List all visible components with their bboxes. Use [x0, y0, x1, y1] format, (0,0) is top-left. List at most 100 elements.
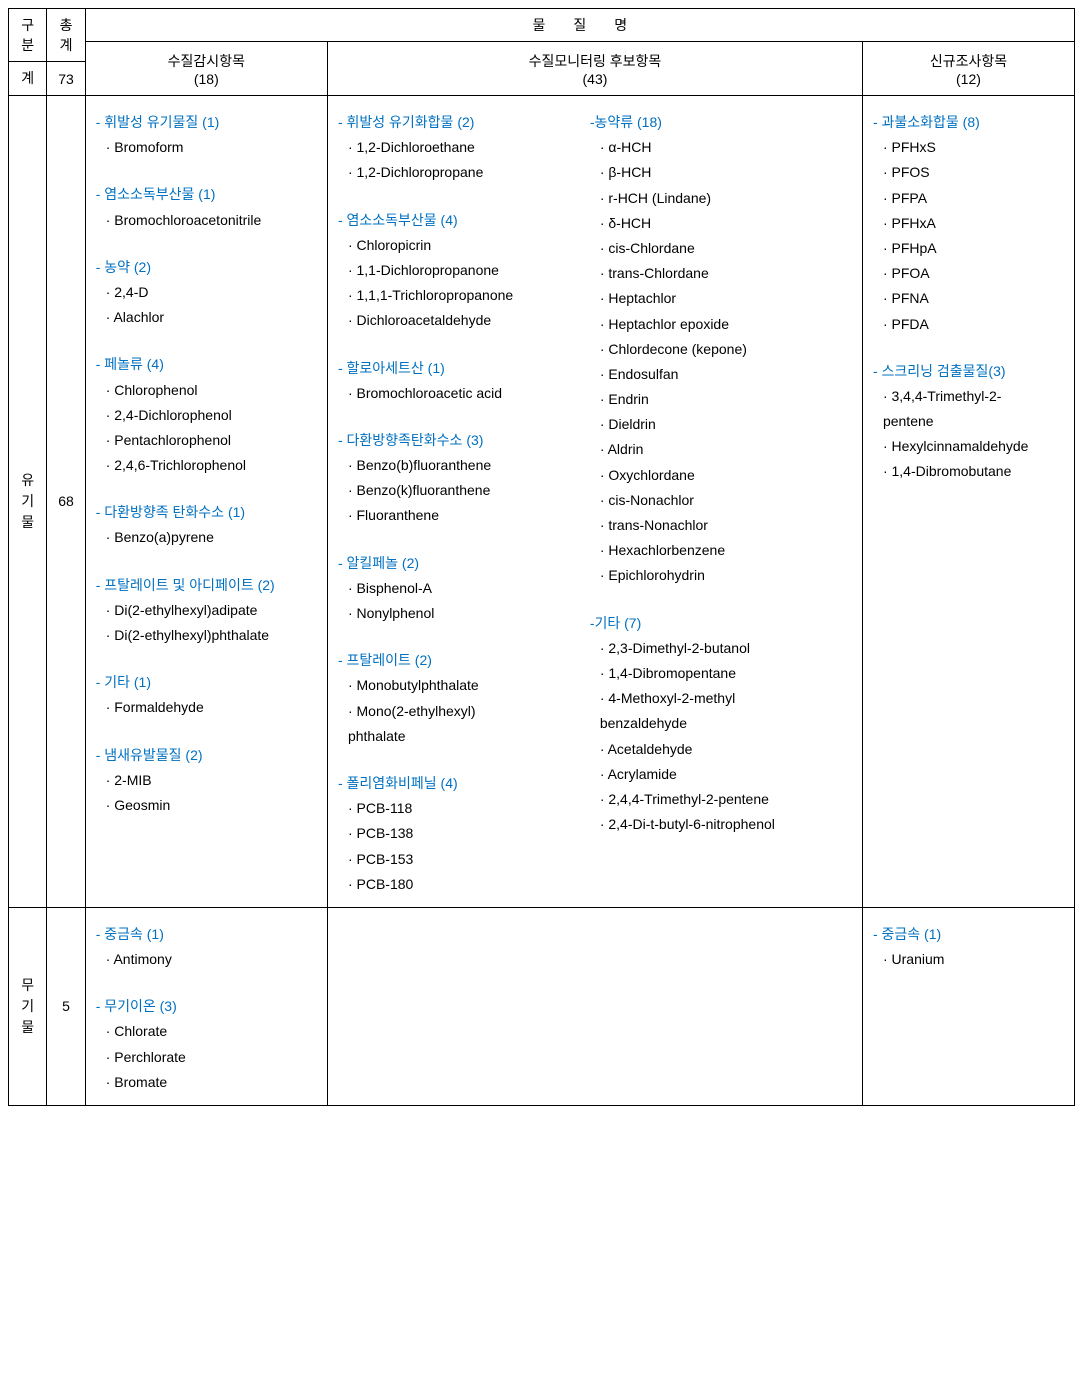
list-item: · Dichloroacetaldehyde — [338, 308, 570, 333]
inorganic-count: 5 — [47, 907, 85, 1105]
list-item: · Heptachlor epoxide — [590, 312, 852, 337]
spacer — [96, 330, 317, 348]
list-item: · 2,4-Dichlorophenol — [96, 403, 317, 428]
hdr-mulmyeong-text: 물질명 — [505, 17, 656, 33]
list-item: · PCB-153 — [338, 847, 570, 872]
list-item: · PFHxA — [873, 211, 1064, 236]
list-item: · 1,2-Dichloroethane — [338, 135, 570, 160]
organic-label-2: 물 — [21, 514, 34, 530]
organic-label-1: 기 — [21, 493, 34, 509]
spacer — [590, 589, 852, 607]
group-header: - 페놀류 (4) — [96, 352, 317, 377]
group-header: - 휘발성 유기물질 (1) — [96, 110, 317, 135]
list-item: · Bromate — [96, 1070, 317, 1095]
list-item: · Antimony — [96, 947, 317, 972]
organic-c2b: -농약류 (18)· α-HCH· β-HCH· r-HCH (Lindane)… — [580, 96, 863, 908]
hdr-col3-count: (12) — [871, 71, 1066, 87]
organic-row: 유 기 물 68 - 휘발성 유기물질 (1)· Bromoform- 염소소독… — [9, 96, 1075, 908]
group-header: - 중금속 (1) — [873, 922, 1064, 947]
list-item: · Acetaldehyde — [590, 737, 852, 762]
inorganic-label-0: 무 — [21, 977, 34, 993]
inorganic-c2b — [580, 907, 863, 1105]
spacer — [96, 551, 317, 569]
list-item: · Heptachlor — [590, 286, 852, 311]
hdr-col3-title: 신규조사항목 — [871, 51, 1066, 71]
list-item: · Chlorophenol — [96, 378, 317, 403]
list-item: · 2,4-Di-t-butyl-6-nitrophenol — [590, 812, 852, 837]
list-item: · β-HCH — [590, 160, 852, 185]
list-item: · Benzo(b)fluoranthene — [338, 453, 570, 478]
list-item: · 2,4,4-Trimethyl-2-pentene — [590, 787, 852, 812]
list-item: · r-HCH (Lindane) — [590, 186, 852, 211]
group-header: - 프탈레이트 (2) — [338, 648, 570, 673]
list-item: benzaldehyde — [590, 711, 852, 736]
spacer — [96, 721, 317, 739]
header-row-1: 구분 총계 물질명 — [9, 9, 1075, 42]
list-item: · Dieldrin — [590, 412, 852, 437]
hdr-col1-count: (18) — [94, 71, 319, 87]
list-item: · Nonylphenol — [338, 601, 570, 626]
list-item: · trans-Chlordane — [590, 261, 852, 286]
gye-label: 계 — [9, 62, 47, 96]
list-item: · PCB-180 — [338, 872, 570, 897]
list-item: · 1,4-Dibromobutane — [873, 459, 1064, 484]
spacer — [338, 406, 570, 424]
list-item: · Fluoranthene — [338, 503, 570, 528]
inorganic-label-2: 물 — [21, 1019, 34, 1035]
group-header: - 휘발성 유기화합물 (2) — [338, 110, 570, 135]
list-item: · Benzo(k)fluoranthene — [338, 478, 570, 503]
spacer — [338, 334, 570, 352]
group-header: - 염소소독부산물 (1) — [96, 182, 317, 207]
list-item: · Benzo(a)pyrene — [96, 525, 317, 550]
list-item: · cis-Nonachlor — [590, 488, 852, 513]
list-item: · Mono(2-ethylhexyl) — [338, 699, 570, 724]
inorganic-c3: - 중금속 (1)· Uranium — [862, 907, 1074, 1105]
group-header: - 무기이온 (3) — [96, 994, 317, 1019]
hdr-col2-count: (43) — [336, 71, 854, 87]
list-item: · 1,1-Dichloropropanone — [338, 258, 570, 283]
list-item: · Bromoform — [96, 135, 317, 160]
list-item: · Bromochloroacetic acid — [338, 381, 570, 406]
spacer — [873, 337, 1064, 355]
group-header: - 염소소독부산물 (4) — [338, 208, 570, 233]
group-header: - 프탈레이트 및 아디페이트 (2) — [96, 573, 317, 598]
list-item: · Chlorate — [96, 1019, 317, 1044]
list-item: · PFOS — [873, 160, 1064, 185]
hdr-col2: 수질모니터링 후보항목 (43) — [327, 42, 862, 96]
list-item: · PCB-118 — [338, 796, 570, 821]
list-item: · 1,1,1-Trichloropropanone — [338, 283, 570, 308]
spacer — [338, 626, 570, 644]
list-item: · Geosmin — [96, 793, 317, 818]
list-item: · trans-Nonachlor — [590, 513, 852, 538]
list-item: · 2-MIB — [96, 768, 317, 793]
inorganic-label-1: 기 — [21, 998, 34, 1014]
list-item: · Hexachlorbenzene — [590, 538, 852, 563]
hdr-col2-title: 수질모니터링 후보항목 — [336, 51, 854, 71]
list-item: · Chlordecone (kepone) — [590, 337, 852, 362]
organic-c1: - 휘발성 유기물질 (1)· Bromoform - 염소소독부산물 (1) · … — [85, 96, 327, 908]
hdr-mulmyeong: 물질명 — [85, 9, 1074, 42]
list-item: · δ-HCH — [590, 211, 852, 236]
list-item: · Epichlorohydrin — [590, 563, 852, 588]
list-item: · Hexylcinnamaldehyde — [873, 434, 1064, 459]
inorganic-c1: - 중금속 (1)· Antimony- 무기이온 (3)· Chlorate·… — [85, 907, 327, 1105]
list-item: · Acrylamide — [590, 762, 852, 787]
organic-label: 유 기 물 — [9, 96, 47, 908]
list-item: · Endrin — [590, 387, 852, 412]
group-header: - 중금속 (1) — [96, 922, 317, 947]
list-item: · Perchlorate — [96, 1045, 317, 1070]
list-item: · PFNA — [873, 286, 1064, 311]
list-item: · PFOA — [873, 261, 1064, 286]
list-item: · α-HCH — [590, 135, 852, 160]
group-header: -농약류 (18) — [590, 110, 852, 135]
group-header: - 스크리닝 검출물질(3) — [873, 359, 1064, 384]
group-header: - 할로아세트산 (1) — [338, 356, 570, 381]
list-item: · Uranium — [873, 947, 1064, 972]
group-header: - 냄새유발물질 (2) — [96, 743, 317, 768]
organic-label-0: 유 — [21, 472, 34, 488]
list-item: · PFHxS — [873, 135, 1064, 160]
list-item: · 3,4,4-Trimethyl-2- — [873, 384, 1064, 409]
organic-c3: - 과불소화합물 (8)· PFHxS· PFOS· PFPA· PFHxA· … — [862, 96, 1074, 908]
spacer — [96, 160, 317, 178]
inorganic-label: 무 기 물 — [9, 907, 47, 1105]
